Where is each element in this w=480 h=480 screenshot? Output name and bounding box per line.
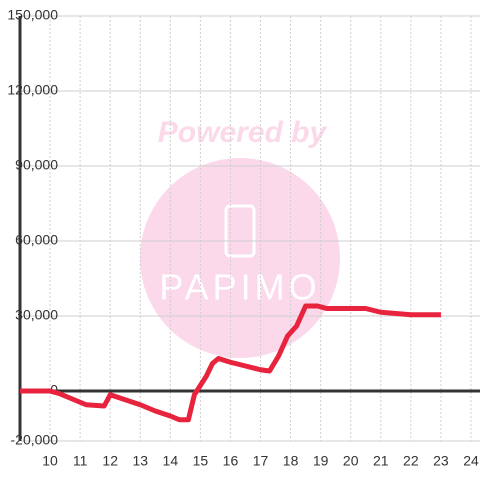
x-tick-label: 14 (163, 453, 179, 469)
y-tick-label: 150,000 (7, 7, 58, 23)
watermark-text: Powered by (158, 116, 328, 149)
x-tick-label: 18 (283, 453, 299, 469)
y-tick-label: 90,000 (15, 157, 58, 173)
x-tick-label: 16 (223, 453, 239, 469)
x-tick-label: 15 (193, 453, 209, 469)
y-tick-label: 30,000 (15, 307, 58, 323)
x-tick-label: 20 (343, 453, 359, 469)
x-tick-label: 21 (373, 453, 389, 469)
x-tick-label: 24 (463, 453, 479, 469)
y-tick-label: 120,000 (7, 82, 58, 98)
x-tick-label: 13 (132, 453, 148, 469)
watermark-logo: PAPIMO (159, 267, 320, 308)
x-tick-label: 12 (102, 453, 118, 469)
data-line (20, 303, 441, 423)
watermark-phone (224, 204, 256, 258)
y-tick-label: 60,000 (15, 232, 58, 248)
y-tick-label: -20,000 (11, 432, 59, 448)
watermark: Powered by PAPIMO (140, 116, 340, 358)
x-tick-label: 19 (313, 453, 329, 469)
x-tick-label: 22 (403, 453, 419, 469)
x-tick-label: 11 (73, 453, 88, 469)
plot: -20,000030,00060,00090,000120,000150,000… (7, 7, 480, 469)
x-tick-label: 23 (433, 453, 449, 469)
x-tick-label: 17 (253, 453, 269, 469)
watermark-circle (140, 158, 340, 358)
x-tick-label: 10 (42, 453, 58, 469)
